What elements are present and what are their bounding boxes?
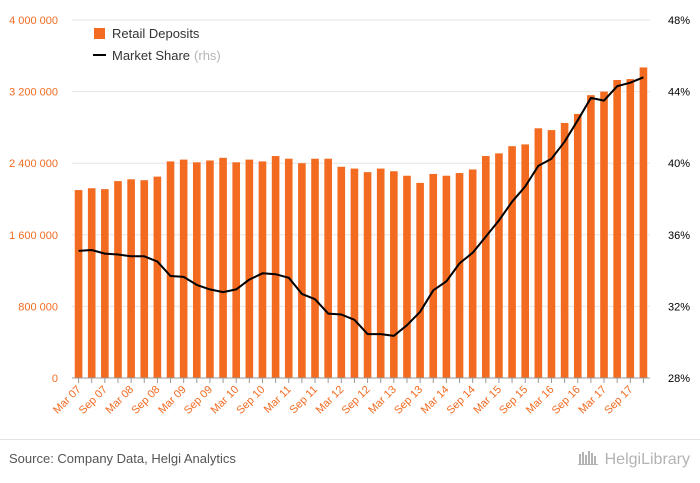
legend-label-market-share: Market Share (rhs)	[112, 48, 221, 63]
y-right-tick-label: 28%	[668, 373, 690, 385]
source-note: Source: Company Data, Helgi Analytics	[9, 451, 236, 466]
bar	[232, 162, 241, 378]
bar	[481, 156, 490, 378]
y-left-tick-label: 800 000	[18, 301, 58, 313]
bar	[258, 161, 267, 378]
bar	[626, 79, 635, 378]
footer-divider	[0, 439, 700, 440]
bar	[206, 160, 214, 378]
x-tick-label: Mar 11	[262, 384, 294, 416]
bar	[376, 168, 385, 378]
bar	[337, 166, 346, 378]
x-tick-label: Sep 08	[129, 384, 162, 417]
x-tick-label: Sep 10	[234, 384, 267, 417]
bar	[298, 163, 306, 378]
y-right-tick-label: 44%	[668, 87, 690, 99]
y-left-tick-label: 1 600 000	[9, 230, 58, 242]
bar-series-retail-deposits	[74, 67, 648, 379]
bar	[403, 175, 411, 378]
bar	[534, 128, 543, 378]
bar	[560, 122, 569, 378]
bar	[284, 158, 293, 378]
bar	[495, 153, 503, 378]
legend-swatch-retail-deposits	[94, 28, 105, 39]
bar	[547, 130, 556, 378]
bar	[153, 176, 162, 378]
bar	[508, 146, 516, 378]
y-right-tick-label: 32%	[668, 301, 690, 313]
logo-text: HelgiLibrary	[604, 450, 690, 468]
bar	[127, 179, 135, 378]
bar	[468, 169, 477, 378]
y-left-tick-label: 0	[52, 373, 58, 385]
bar	[613, 79, 621, 378]
legend-label-rhs: (rhs)	[194, 48, 221, 63]
legend-label-market-share-text: Market Share	[112, 48, 190, 63]
legend: Retail Deposits Market Share (rhs)	[93, 26, 221, 63]
x-tick-label: Sep 07	[77, 384, 110, 417]
x-tick-label: Sep 09	[182, 384, 215, 417]
bar	[416, 182, 424, 378]
y-left-tick-label: 3 200 000	[9, 87, 58, 99]
bar	[600, 91, 608, 378]
x-tick-label: Sep 13	[392, 384, 425, 417]
bar	[114, 181, 122, 378]
bar	[521, 144, 530, 378]
market-share-line	[78, 76, 644, 337]
bar	[573, 113, 582, 378]
bar	[101, 189, 109, 378]
bar	[324, 158, 332, 378]
x-tick-label: Sep 16	[550, 384, 583, 417]
bar	[87, 188, 96, 378]
bar	[390, 171, 398, 378]
bar	[166, 161, 175, 378]
bar	[350, 168, 359, 378]
x-tick-label: Sep 12	[340, 384, 373, 417]
x-tick-label: Sep 17	[602, 384, 635, 417]
bar	[363, 172, 372, 378]
x-tick-label: Sep 11	[288, 384, 321, 417]
bar	[179, 159, 188, 378]
bar	[245, 159, 254, 378]
legend-label-retail-deposits: Retail Deposits	[112, 26, 200, 41]
bar	[587, 95, 595, 379]
bar	[639, 67, 648, 378]
bar	[455, 173, 464, 378]
bar	[140, 180, 149, 378]
line-series-market-share	[78, 76, 644, 337]
bar	[219, 157, 227, 378]
x-tick-label: Sep 14	[445, 384, 478, 417]
bar	[311, 158, 319, 378]
y-right-tick-label: 40%	[668, 158, 690, 170]
helgi-library-logo: HelgiLibrary	[577, 449, 690, 470]
y-right-tick-label: 48%	[668, 15, 690, 27]
bar	[429, 173, 438, 378]
library-icon	[577, 449, 600, 470]
bar	[192, 162, 201, 378]
y-right-tick-label: 36%	[668, 230, 690, 242]
y-left-tick-label: 4 000 000	[9, 15, 58, 27]
bar	[271, 156, 280, 378]
bar	[74, 190, 83, 378]
x-tick-label: Sep 15	[497, 384, 530, 417]
bar	[442, 175, 451, 378]
y-left-tick-label: 2 400 000	[9, 158, 58, 170]
chart: 0 28% 800 000 32% 1 600 000 36% 2 400 000 40% 3 …	[9, 15, 690, 417]
